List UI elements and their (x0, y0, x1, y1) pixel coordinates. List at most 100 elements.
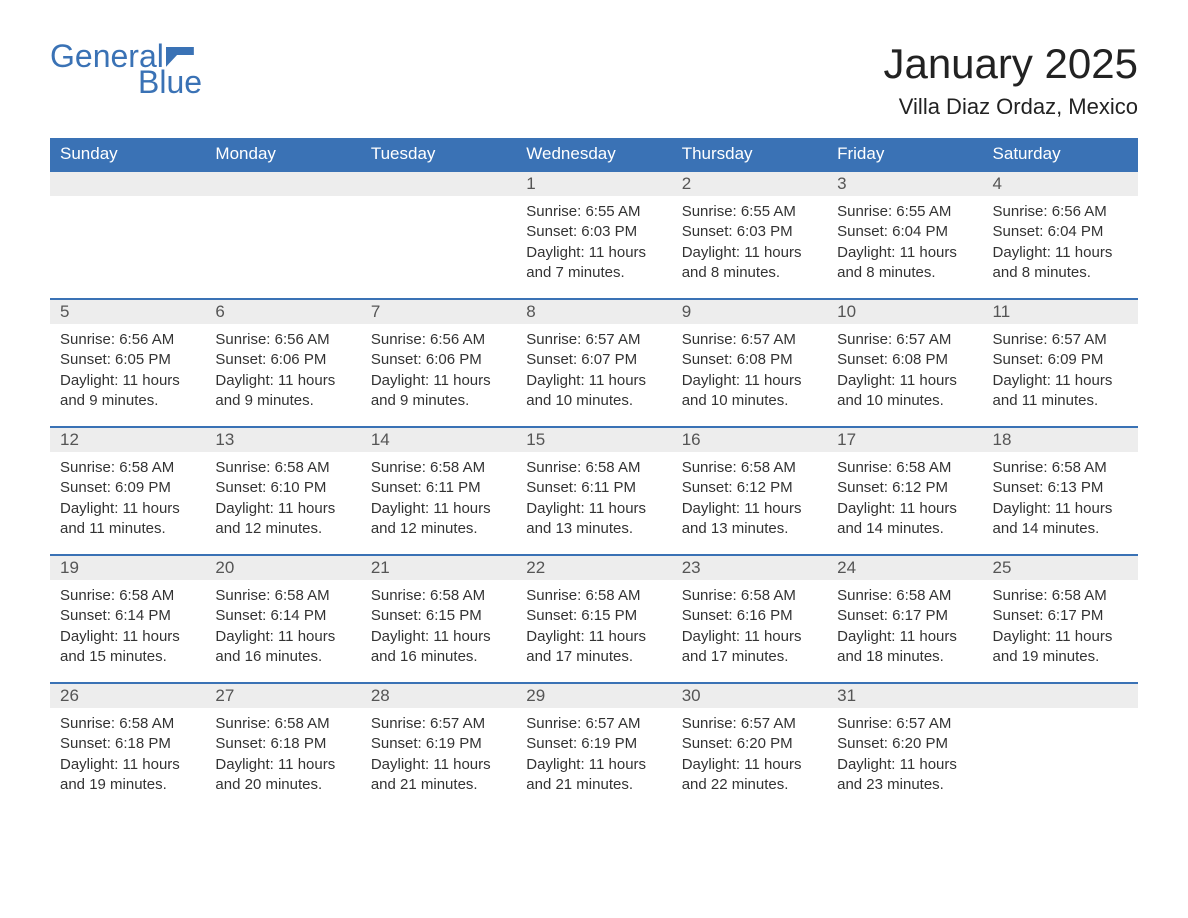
location-text: Villa Diaz Ordaz, Mexico (883, 94, 1138, 120)
daylight-text: Daylight: 11 hours and 12 minutes. (371, 499, 506, 540)
day-body: Sunrise: 6:58 AMSunset: 6:14 PMDaylight:… (50, 580, 205, 677)
day-number: 7 (361, 298, 516, 324)
daylight-text: Daylight: 11 hours and 9 minutes. (215, 371, 350, 412)
calendar-cell: 15Sunrise: 6:58 AMSunset: 6:11 PMDayligh… (516, 426, 671, 554)
calendar-cell (361, 170, 516, 298)
sunset-text: Sunset: 6:14 PM (60, 606, 195, 626)
day-number: 6 (205, 298, 360, 324)
calendar-cell (205, 170, 360, 298)
day-header-row: SundayMondayTuesdayWednesdayThursdayFrid… (50, 138, 1138, 170)
daylight-text: Daylight: 11 hours and 14 minutes. (993, 499, 1128, 540)
day-body: Sunrise: 6:58 AMSunset: 6:17 PMDaylight:… (827, 580, 982, 677)
sunrise-text: Sunrise: 6:58 AM (526, 458, 661, 478)
day-number: 11 (983, 298, 1138, 324)
day-number: 30 (672, 682, 827, 708)
day-number: 16 (672, 426, 827, 452)
sunset-text: Sunset: 6:13 PM (993, 478, 1128, 498)
day-body: Sunrise: 6:56 AMSunset: 6:04 PMDaylight:… (983, 196, 1138, 293)
day-number: 31 (827, 682, 982, 708)
sunset-text: Sunset: 6:06 PM (215, 350, 350, 370)
calendar-cell: 12Sunrise: 6:58 AMSunset: 6:09 PMDayligh… (50, 426, 205, 554)
daylight-text: Daylight: 11 hours and 23 minutes. (837, 755, 972, 796)
day-number: 22 (516, 554, 671, 580)
calendar-cell: 13Sunrise: 6:58 AMSunset: 6:10 PMDayligh… (205, 426, 360, 554)
day-number: 24 (827, 554, 982, 580)
day-number: 28 (361, 682, 516, 708)
day-body: Sunrise: 6:56 AMSunset: 6:06 PMDaylight:… (205, 324, 360, 421)
calendar-cell: 10Sunrise: 6:57 AMSunset: 6:08 PMDayligh… (827, 298, 982, 426)
day-body: Sunrise: 6:58 AMSunset: 6:11 PMDaylight:… (361, 452, 516, 549)
calendar-cell: 18Sunrise: 6:58 AMSunset: 6:13 PMDayligh… (983, 426, 1138, 554)
day-header: Thursday (672, 138, 827, 170)
day-body: Sunrise: 6:57 AMSunset: 6:08 PMDaylight:… (672, 324, 827, 421)
calendar-cell: 23Sunrise: 6:58 AMSunset: 6:16 PMDayligh… (672, 554, 827, 682)
sunrise-text: Sunrise: 6:57 AM (837, 330, 972, 350)
calendar-cell: 26Sunrise: 6:58 AMSunset: 6:18 PMDayligh… (50, 682, 205, 810)
sunrise-text: Sunrise: 6:55 AM (682, 202, 817, 222)
day-header: Monday (205, 138, 360, 170)
daylight-text: Daylight: 11 hours and 10 minutes. (682, 371, 817, 412)
calendar-cell: 27Sunrise: 6:58 AMSunset: 6:18 PMDayligh… (205, 682, 360, 810)
sunrise-text: Sunrise: 6:58 AM (60, 714, 195, 734)
day-header: Friday (827, 138, 982, 170)
sunrise-text: Sunrise: 6:57 AM (526, 330, 661, 350)
daylight-text: Daylight: 11 hours and 12 minutes. (215, 499, 350, 540)
calendar-week-row: 19Sunrise: 6:58 AMSunset: 6:14 PMDayligh… (50, 554, 1138, 682)
calendar-cell: 17Sunrise: 6:58 AMSunset: 6:12 PMDayligh… (827, 426, 982, 554)
sunset-text: Sunset: 6:09 PM (993, 350, 1128, 370)
sunrise-text: Sunrise: 6:58 AM (60, 458, 195, 478)
month-title: January 2025 (883, 40, 1138, 88)
sunset-text: Sunset: 6:19 PM (371, 734, 506, 754)
day-number: 10 (827, 298, 982, 324)
sunrise-text: Sunrise: 6:56 AM (993, 202, 1128, 222)
sunrise-text: Sunrise: 6:56 AM (60, 330, 195, 350)
calendar-cell: 22Sunrise: 6:58 AMSunset: 6:15 PMDayligh… (516, 554, 671, 682)
daylight-text: Daylight: 11 hours and 10 minutes. (837, 371, 972, 412)
sunrise-text: Sunrise: 6:58 AM (993, 458, 1128, 478)
day-number: 8 (516, 298, 671, 324)
sunset-text: Sunset: 6:19 PM (526, 734, 661, 754)
sunset-text: Sunset: 6:03 PM (682, 222, 817, 242)
sunrise-text: Sunrise: 6:57 AM (993, 330, 1128, 350)
calendar-cell: 14Sunrise: 6:58 AMSunset: 6:11 PMDayligh… (361, 426, 516, 554)
day-number: 13 (205, 426, 360, 452)
sunset-text: Sunset: 6:17 PM (993, 606, 1128, 626)
day-number: 19 (50, 554, 205, 580)
sunset-text: Sunset: 6:15 PM (371, 606, 506, 626)
day-body: Sunrise: 6:58 AMSunset: 6:17 PMDaylight:… (983, 580, 1138, 677)
logo-blue-text: Blue (138, 66, 202, 98)
sunset-text: Sunset: 6:16 PM (682, 606, 817, 626)
calendar-week-row: 1Sunrise: 6:55 AMSunset: 6:03 PMDaylight… (50, 170, 1138, 298)
calendar-cell: 8Sunrise: 6:57 AMSunset: 6:07 PMDaylight… (516, 298, 671, 426)
sunrise-text: Sunrise: 6:57 AM (682, 330, 817, 350)
daylight-text: Daylight: 11 hours and 16 minutes. (371, 627, 506, 668)
calendar-cell: 5Sunrise: 6:56 AMSunset: 6:05 PMDaylight… (50, 298, 205, 426)
sunset-text: Sunset: 6:05 PM (60, 350, 195, 370)
sunrise-text: Sunrise: 6:58 AM (682, 458, 817, 478)
sunset-text: Sunset: 6:04 PM (837, 222, 972, 242)
calendar-cell: 25Sunrise: 6:58 AMSunset: 6:17 PMDayligh… (983, 554, 1138, 682)
day-body: Sunrise: 6:58 AMSunset: 6:16 PMDaylight:… (672, 580, 827, 677)
daylight-text: Daylight: 11 hours and 22 minutes. (682, 755, 817, 796)
sunset-text: Sunset: 6:17 PM (837, 606, 972, 626)
day-number: 27 (205, 682, 360, 708)
calendar-cell: 20Sunrise: 6:58 AMSunset: 6:14 PMDayligh… (205, 554, 360, 682)
sunrise-text: Sunrise: 6:57 AM (371, 714, 506, 734)
day-number: 1 (516, 170, 671, 196)
sunrise-text: Sunrise: 6:57 AM (837, 714, 972, 734)
daylight-text: Daylight: 11 hours and 16 minutes. (215, 627, 350, 668)
day-body: Sunrise: 6:55 AMSunset: 6:03 PMDaylight:… (516, 196, 671, 293)
day-body: Sunrise: 6:57 AMSunset: 6:07 PMDaylight:… (516, 324, 671, 421)
sunset-text: Sunset: 6:06 PM (371, 350, 506, 370)
day-number: 26 (50, 682, 205, 708)
sunset-text: Sunset: 6:20 PM (682, 734, 817, 754)
calendar-cell: 2Sunrise: 6:55 AMSunset: 6:03 PMDaylight… (672, 170, 827, 298)
sunrise-text: Sunrise: 6:58 AM (371, 458, 506, 478)
daylight-text: Daylight: 11 hours and 17 minutes. (526, 627, 661, 668)
day-body: Sunrise: 6:57 AMSunset: 6:09 PMDaylight:… (983, 324, 1138, 421)
calendar-cell: 28Sunrise: 6:57 AMSunset: 6:19 PMDayligh… (361, 682, 516, 810)
day-body: Sunrise: 6:58 AMSunset: 6:18 PMDaylight:… (50, 708, 205, 805)
sunset-text: Sunset: 6:11 PM (526, 478, 661, 498)
page-header: General Blue January 2025 Villa Diaz Ord… (50, 40, 1138, 120)
day-header: Sunday (50, 138, 205, 170)
